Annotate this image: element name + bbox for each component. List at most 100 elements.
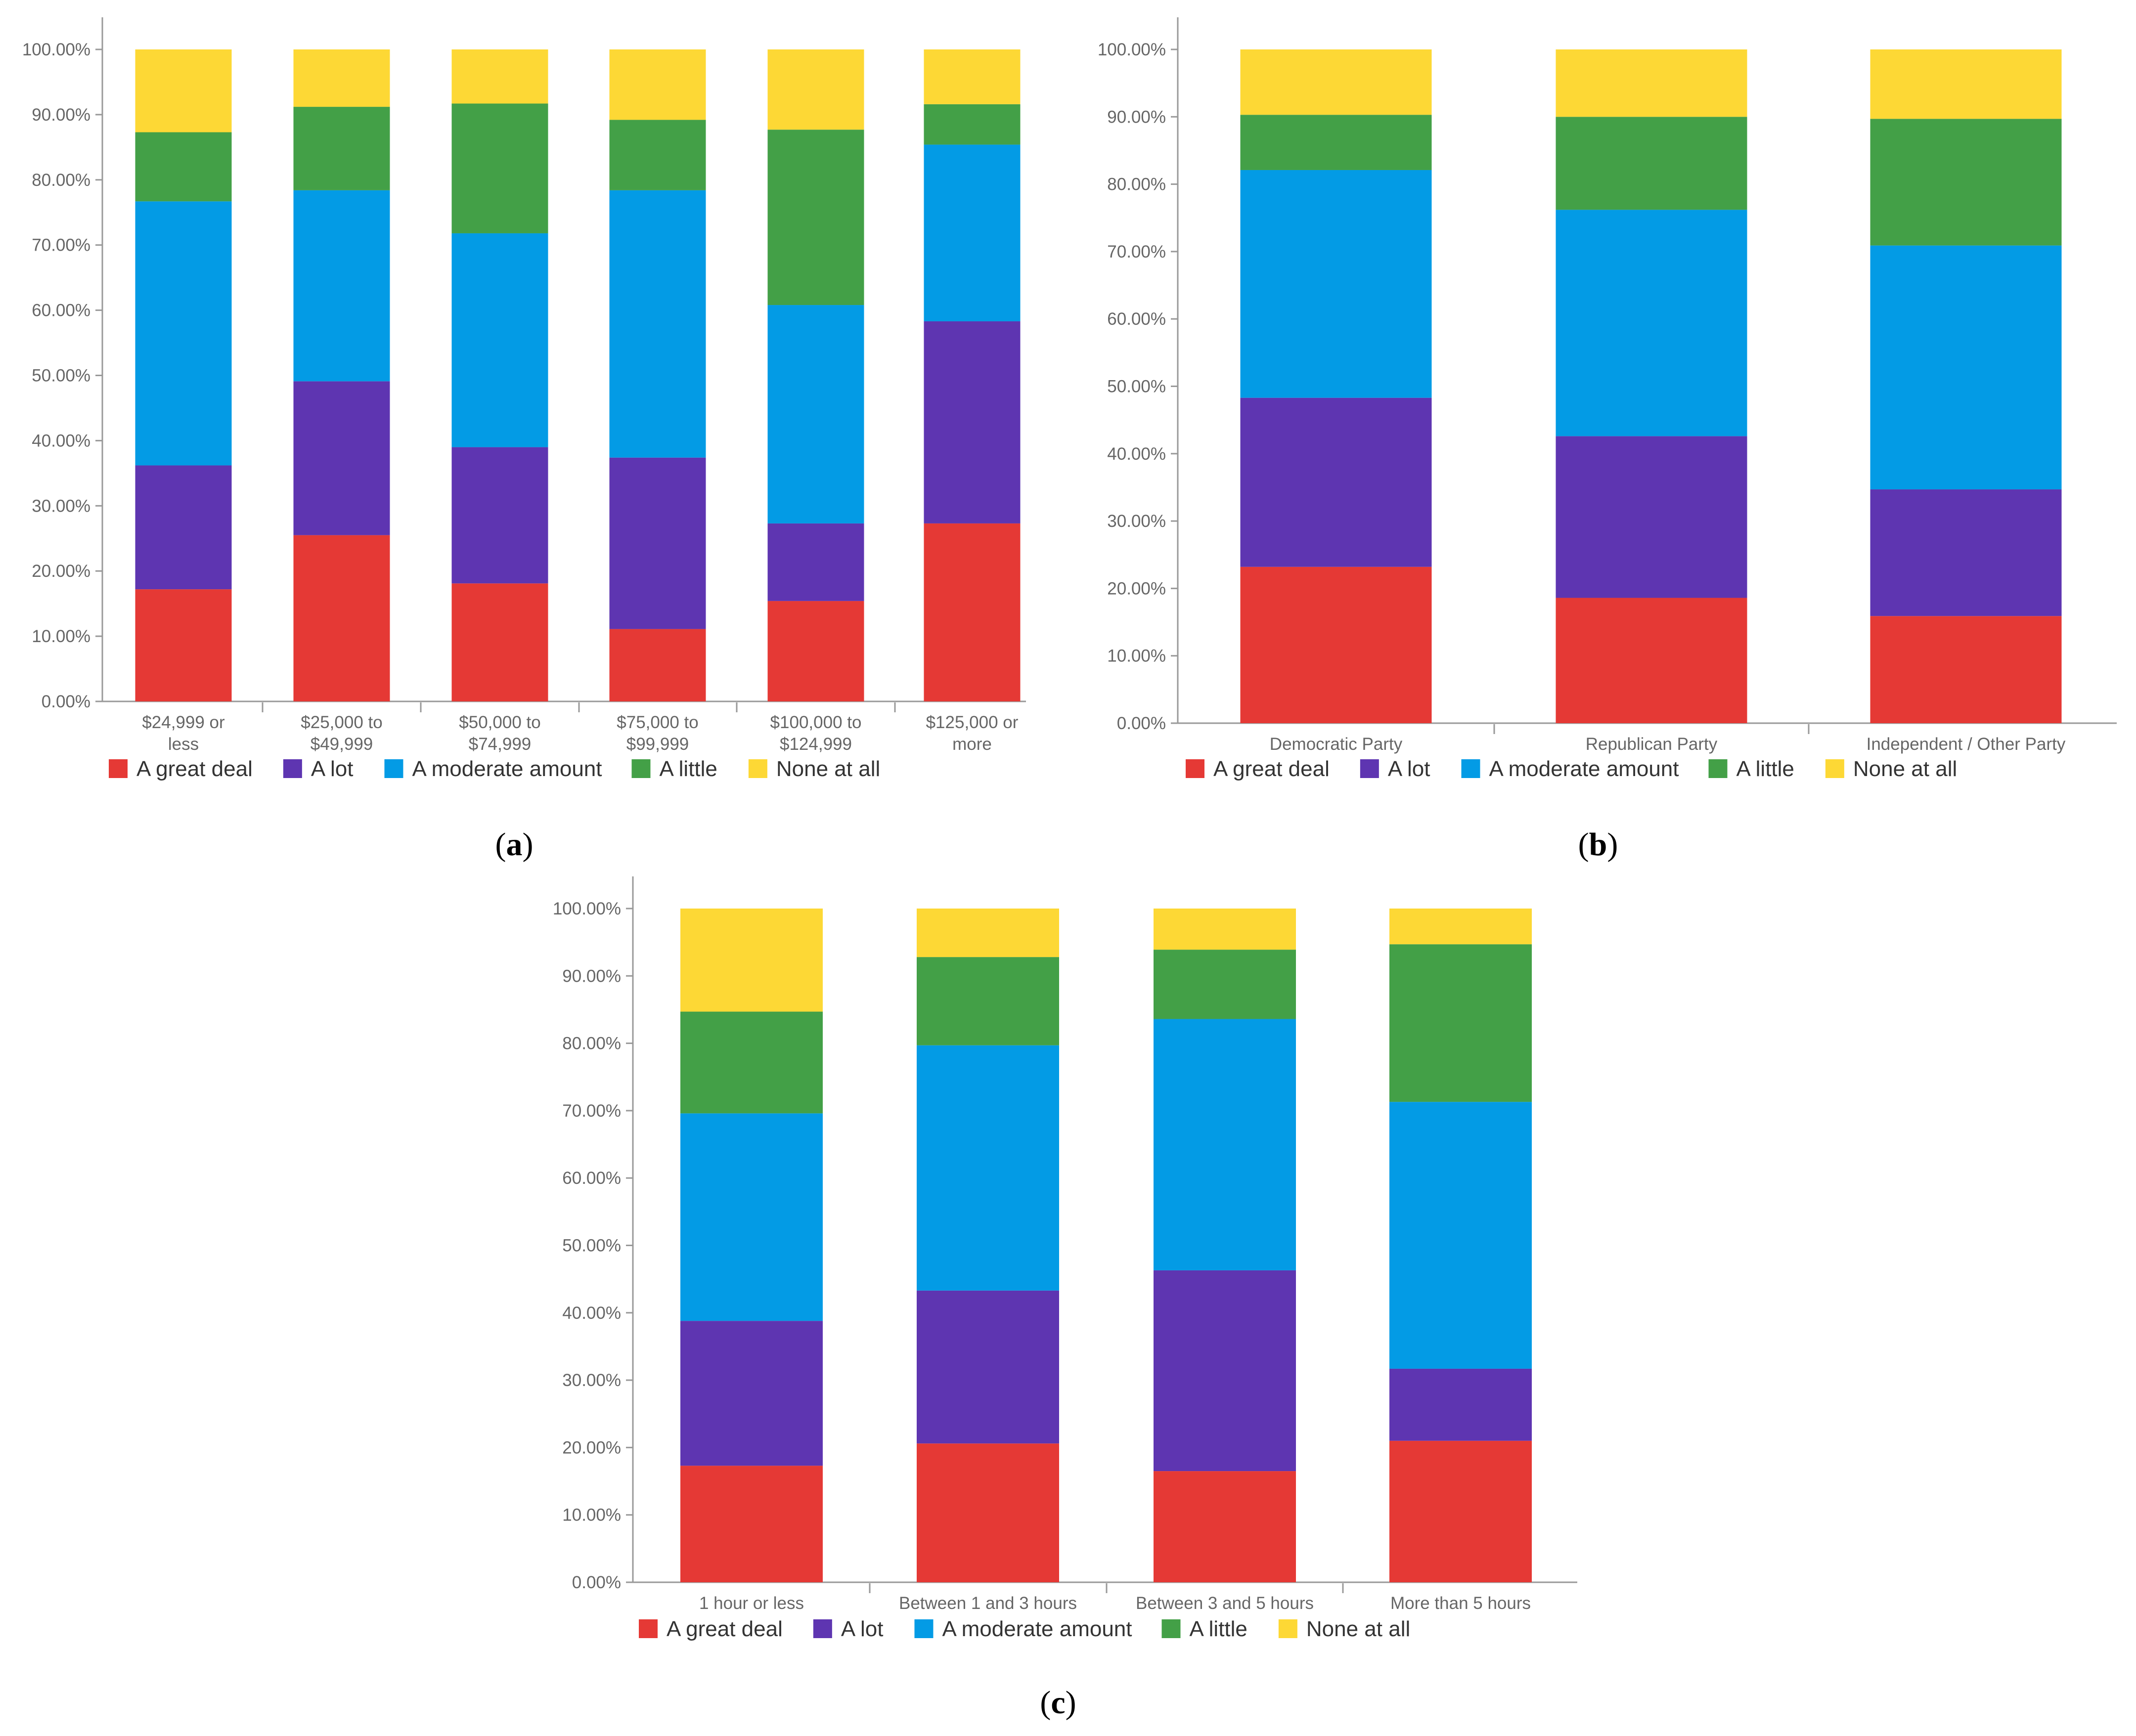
x-tick-label: $125,000 or: [926, 713, 1019, 732]
bar-segment: [1240, 566, 1432, 723]
bar-segment: [924, 49, 1021, 104]
x-tick-label: More than 5 hours: [1390, 1594, 1531, 1613]
bar-segment: [680, 1011, 823, 1114]
bar-segment: [680, 909, 823, 1012]
bar-segment: [135, 49, 232, 132]
y-tick-label: 30.00%: [562, 1371, 621, 1390]
bar-segment: [135, 589, 232, 701]
bar-segment: [1154, 909, 1296, 950]
x-tick-label: Between 3 and 5 hours: [1136, 1594, 1314, 1613]
x-tick-label: $99,999: [626, 735, 689, 754]
bar-segment: [924, 523, 1021, 701]
bar-segment: [451, 583, 548, 701]
legend-swatch: [384, 759, 403, 778]
y-tick-label: 40.00%: [32, 431, 90, 450]
bar-segment: [609, 457, 706, 629]
bar-segment: [767, 49, 864, 130]
bar-segment: [1154, 1270, 1296, 1472]
panel-label: (a): [495, 826, 534, 863]
y-tick-label: 70.00%: [1107, 242, 1166, 261]
legend-label: A little: [1736, 757, 1794, 781]
y-tick-label: 100.00%: [1098, 40, 1166, 59]
y-tick-label: 80.00%: [32, 171, 90, 190]
legend-swatch: [631, 759, 651, 778]
legend-label: A great deal: [1213, 757, 1330, 781]
y-tick-label: 40.00%: [562, 1303, 621, 1323]
y-tick-label: 80.00%: [1107, 175, 1166, 194]
bar-segment: [767, 601, 864, 701]
bar-segment: [135, 132, 232, 202]
bar-segment: [293, 190, 390, 382]
x-tick-label: more: [952, 735, 992, 754]
y-tick-label: 0.00%: [1117, 714, 1166, 733]
y-tick-label: 90.00%: [1107, 107, 1166, 127]
bar-segment: [293, 49, 390, 107]
legend-swatch: [1278, 1619, 1297, 1638]
y-tick-label: 30.00%: [32, 496, 90, 516]
y-tick-label: 0.00%: [42, 692, 90, 711]
bar-segment: [1870, 616, 2062, 723]
bar-segment: [1556, 117, 1747, 210]
y-tick-label: 100.00%: [553, 899, 621, 918]
y-tick-label: 40.00%: [1107, 444, 1166, 464]
y-tick-label: 70.00%: [32, 236, 90, 255]
bar-segment: [135, 465, 232, 590]
bar-segment: [609, 190, 706, 458]
bar-segment: [767, 305, 864, 523]
bar-segment: [451, 447, 548, 584]
bar-segment: [917, 1045, 1059, 1291]
legend-label: A little: [660, 757, 717, 781]
bar-segment: [1870, 245, 2062, 490]
legend-swatch: [1461, 759, 1480, 778]
bar-segment: [1154, 1019, 1296, 1270]
bar-segment: [680, 1466, 823, 1582]
x-tick-label: less: [168, 735, 199, 754]
bar-segment: [1240, 49, 1432, 115]
bar-segment: [1240, 397, 1432, 567]
bar-segment: [609, 49, 706, 120]
y-tick-label: 90.00%: [562, 966, 621, 986]
bar-segment: [917, 1290, 1059, 1444]
legend-label: A great deal: [667, 1617, 783, 1641]
y-tick-label: 60.00%: [1107, 309, 1166, 329]
bar-segment: [767, 130, 864, 305]
y-tick-label: 60.00%: [32, 301, 90, 320]
x-tick-label: $75,000 to: [617, 713, 698, 732]
legend-label: A lot: [1388, 757, 1430, 781]
legend-swatch: [914, 1619, 934, 1638]
legend-swatch: [813, 1619, 832, 1638]
legend-swatch: [639, 1619, 658, 1638]
y-tick-label: 20.00%: [1107, 579, 1166, 598]
y-tick-label: 50.00%: [562, 1236, 621, 1256]
y-tick-label: 0.00%: [572, 1573, 621, 1592]
bar-segment: [680, 1113, 823, 1321]
bar-segment: [924, 144, 1021, 322]
legend: A great deal A lot A moderate amount A litt…: [1186, 757, 1957, 781]
y-tick-label: 80.00%: [562, 1034, 621, 1053]
bar-segment: [1556, 210, 1747, 436]
bar-segment: [1556, 436, 1747, 598]
bar-segment: [917, 1443, 1059, 1582]
legend-label: A moderate amount: [1489, 757, 1679, 781]
bar-segment: [1240, 170, 1432, 398]
legend-swatch: [109, 759, 128, 778]
bar-segment: [1389, 1368, 1532, 1441]
bar-segment: [1556, 49, 1747, 117]
panel-label: (c): [1040, 1685, 1076, 1721]
y-tick-label: 20.00%: [562, 1438, 621, 1457]
bar-segment: [293, 381, 390, 535]
bar-segment: [293, 535, 390, 701]
legend-swatch: [748, 759, 767, 778]
legend-swatch: [1186, 759, 1204, 778]
chart-panel-a: 0.00% 10.00% 20.00% 30.00% 40.00% 50.00% 60.00…: [22, 17, 1026, 863]
bar-segment: [917, 909, 1059, 957]
bar-segment: [451, 103, 548, 233]
y-tick-label: 50.00%: [1107, 377, 1166, 396]
x-tick-label: Democratic Party: [1270, 735, 1403, 754]
y-tick-label: 10.00%: [32, 627, 90, 646]
legend-label: A moderate amount: [412, 757, 602, 781]
bar-segment: [1870, 489, 2062, 616]
bar-segment: [135, 201, 232, 466]
legend-swatch: [283, 759, 302, 778]
